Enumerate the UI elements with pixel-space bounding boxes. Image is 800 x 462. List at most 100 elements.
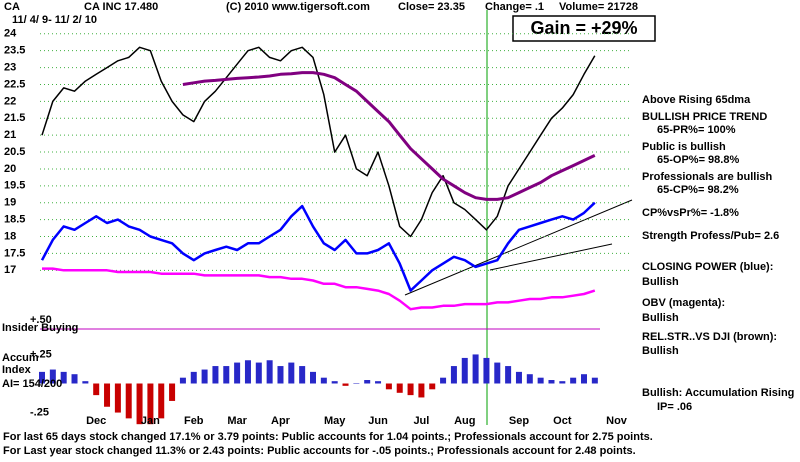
accum-bar xyxy=(353,383,360,384)
accum-bar xyxy=(255,362,262,384)
x-tick-label: Jul xyxy=(413,415,429,427)
insider-label: Insider Buying xyxy=(2,322,78,334)
series-line xyxy=(42,267,596,311)
x-tick-label: Jan xyxy=(141,415,160,427)
accum-bar xyxy=(505,366,512,384)
period: 11/ 4/ 9- 11/ 2/ 10 xyxy=(12,14,97,26)
x-tick-label: Dec xyxy=(86,415,106,427)
accum-bar xyxy=(342,383,349,386)
x-tick-label: Apr xyxy=(271,415,291,427)
y-tick-label: 20.5 xyxy=(4,146,25,158)
accum-bar xyxy=(125,383,132,419)
note: Bullish: Accumulation Rising xyxy=(642,387,794,399)
source: (C) 2010 www.tigersoft.com xyxy=(226,1,370,13)
accum-bar xyxy=(114,383,121,413)
y-tick-label: 21 xyxy=(4,129,16,141)
y-tick-label: +.25 xyxy=(30,348,52,360)
accum-bar xyxy=(299,366,306,384)
series-line xyxy=(182,71,596,201)
accum-bar xyxy=(310,371,316,384)
accum-bar xyxy=(396,383,403,393)
note: Bullish xyxy=(642,276,679,288)
accum-bar xyxy=(223,366,230,384)
accum-bar xyxy=(71,374,78,384)
change: Change= .1 xyxy=(485,1,544,13)
note: Bullish xyxy=(642,345,679,357)
y-tick-label: 17.5 xyxy=(4,247,25,259)
accum-label: Index xyxy=(2,364,32,376)
note: CLOSING POWER (blue): xyxy=(642,261,773,273)
x-tick-label: Nov xyxy=(606,415,628,427)
accum-bar xyxy=(93,383,100,396)
title: CA INC 17.480 xyxy=(84,1,158,13)
y-tick-label: 19 xyxy=(4,197,16,209)
x-tick-label: Sep xyxy=(509,415,529,427)
accum-bar xyxy=(60,371,67,384)
series-line xyxy=(40,201,596,292)
trend-line xyxy=(404,199,633,296)
accum-bar xyxy=(407,383,414,396)
accum-bar xyxy=(169,383,176,401)
y-tick-label: 18.5 xyxy=(4,214,25,226)
accum-label: Accum xyxy=(2,352,39,364)
y-tick-label: 19.5 xyxy=(4,180,25,192)
volume: Volume= 21728 xyxy=(559,1,638,13)
x-tick-label: Mar xyxy=(227,415,247,427)
accum-label: AI= 154/200 xyxy=(2,378,62,390)
symbol: CA xyxy=(4,1,20,13)
accum-bar xyxy=(266,360,273,384)
x-tick-label: May xyxy=(324,415,346,427)
accum-bar xyxy=(515,371,522,384)
x-tick-label: Aug xyxy=(454,415,475,427)
accum-bar xyxy=(418,383,425,398)
note: Public is bullish xyxy=(642,141,726,153)
trend-line xyxy=(489,243,613,271)
accum-bar xyxy=(136,383,143,425)
accum-bar xyxy=(277,366,284,384)
accum-bar xyxy=(190,371,197,384)
accum-bar xyxy=(526,374,533,384)
gain: Gain = +29% xyxy=(530,18,637,38)
accum-bar xyxy=(581,374,587,384)
y-tick-label: 20 xyxy=(4,163,16,175)
accum-bar xyxy=(104,383,111,407)
note: CP%vsPr%= -1.8% xyxy=(642,207,739,219)
accum-bar xyxy=(364,380,371,384)
accum-bar xyxy=(472,354,479,384)
gain-box xyxy=(512,15,656,42)
series-line xyxy=(41,46,596,238)
accum-bar xyxy=(39,371,45,384)
y-tick-label: -.25 xyxy=(30,406,49,418)
note: 65-PR%= 100% xyxy=(657,124,736,136)
note: Professionals are bullish xyxy=(642,171,772,183)
accum-bar xyxy=(320,377,327,384)
accum-bar xyxy=(212,366,219,384)
accum-bar xyxy=(483,357,490,384)
accum-bar xyxy=(201,369,208,384)
accum-bar xyxy=(591,377,598,384)
y-tick-label: 23 xyxy=(4,61,16,73)
accum-bar xyxy=(461,357,468,384)
x-tick-label: Jun xyxy=(368,415,388,427)
accum-bar xyxy=(537,377,544,384)
accum-bar xyxy=(49,369,56,384)
note: REL.STR..VS DJI (brown): xyxy=(642,331,777,343)
accum-bar xyxy=(331,381,338,384)
y-tick-label: 22 xyxy=(4,95,16,107)
y-tick-label: 24 xyxy=(4,28,17,40)
x-tick-label: Feb xyxy=(184,415,204,427)
accum-bar xyxy=(158,383,165,419)
accum-bar xyxy=(147,383,154,425)
close: Close= 23.35 xyxy=(398,1,465,13)
accum-bar xyxy=(82,381,89,384)
accum-bar xyxy=(440,377,447,384)
accum-bar xyxy=(244,360,251,384)
x-tick-label: Oct xyxy=(553,415,572,427)
accum-bar xyxy=(450,366,457,384)
note: IP= .06 xyxy=(657,401,692,413)
y-tick-label: 22.5 xyxy=(4,78,25,90)
footer-line: For Last year stock changed 11.3% or 2.4… xyxy=(3,445,636,457)
note: Above Rising 65dma xyxy=(642,94,751,106)
accum-bar xyxy=(385,383,392,390)
